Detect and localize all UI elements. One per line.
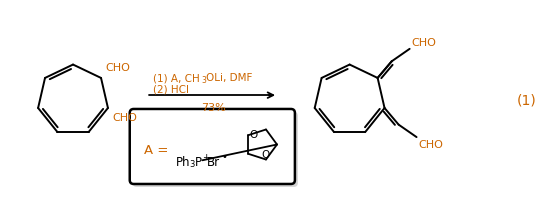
Text: OLi, DMF: OLi, DMF — [207, 73, 253, 83]
Text: (1) A, CH: (1) A, CH — [153, 73, 199, 83]
Text: A =: A = — [144, 144, 168, 157]
FancyBboxPatch shape — [129, 109, 295, 184]
Text: •: • — [222, 152, 227, 162]
Text: Ph: Ph — [176, 156, 190, 169]
Text: 3: 3 — [201, 76, 206, 85]
Text: +: + — [202, 153, 210, 162]
Text: CHO: CHO — [412, 38, 436, 48]
Text: P: P — [195, 156, 202, 169]
Text: Br: Br — [207, 156, 220, 169]
Text: 3: 3 — [190, 160, 195, 169]
Text: O: O — [262, 150, 270, 160]
Text: CHO: CHO — [419, 140, 444, 150]
Text: (1): (1) — [517, 93, 537, 107]
Text: CHO: CHO — [105, 63, 130, 73]
FancyBboxPatch shape — [133, 112, 298, 187]
Text: 73%: 73% — [201, 103, 226, 113]
Text: (2) HCl: (2) HCl — [153, 84, 188, 94]
Text: CHO: CHO — [112, 113, 137, 123]
Text: O: O — [249, 130, 257, 140]
